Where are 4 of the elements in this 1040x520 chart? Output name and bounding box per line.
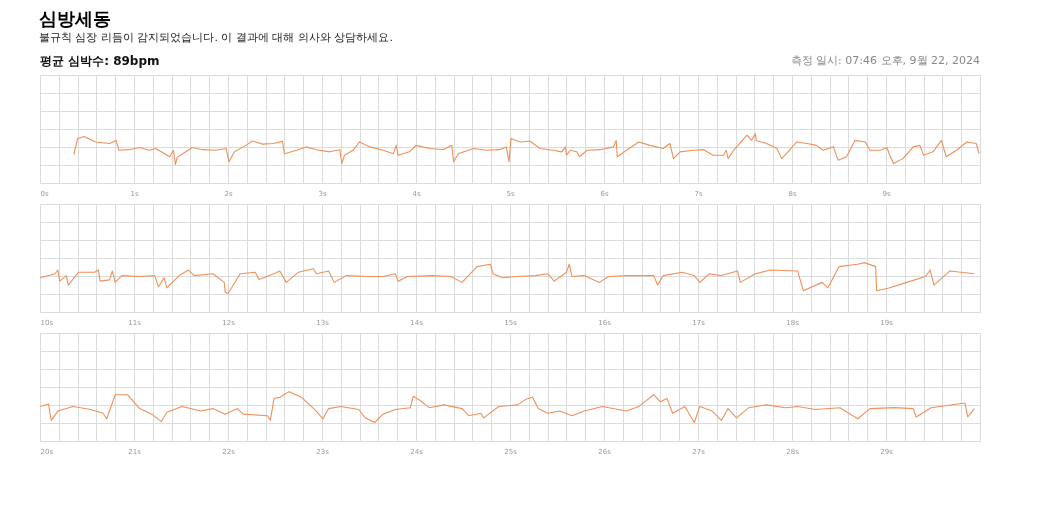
- text: 측정 일시: 07:46 오후, 9월 22, 2024: [790, 54, 980, 67]
- text: 평균 심박수: 89bpm: [40, 54, 160, 68]
- chart-title: 심방세동: [38, 7, 111, 29]
- chart-subtitle: 불규칙 심장 리듬이 감지되었습니다. 이 결과에 대해 의사와 상담하세요.: [38, 30, 393, 44]
